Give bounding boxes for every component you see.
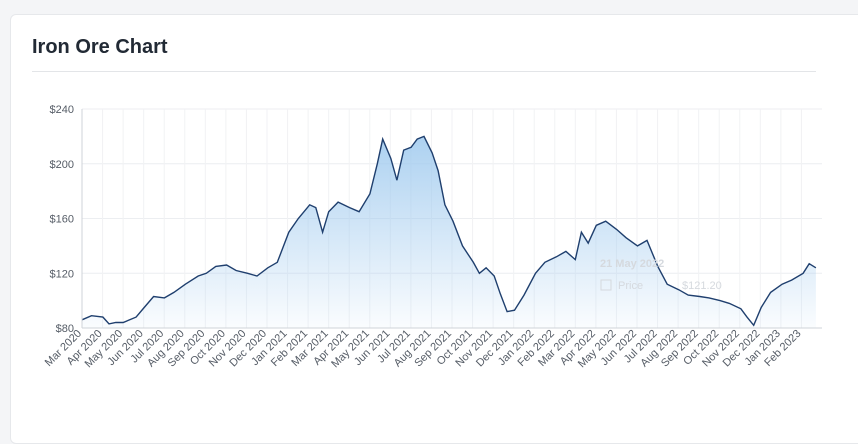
tooltip-series-name: Price — [618, 280, 643, 292]
y-tick-label: $200 — [50, 159, 74, 171]
price-tooltip: 21 May 2022 Price $121.20 — [600, 258, 722, 292]
y-tick-label: $160 — [50, 214, 74, 226]
y-axis-ticks: $80 $120 $160 $200 $240 — [50, 104, 74, 335]
title-divider — [32, 71, 816, 72]
tooltip-series-swatch — [600, 279, 612, 291]
chart-title: Iron Ore Chart — [32, 36, 168, 58]
y-tick-label: $240 — [50, 104, 74, 116]
price-area-fill — [82, 136, 816, 328]
tooltip-date: 21 May 2022 — [600, 258, 664, 270]
price-series-line[interactable] — [81, 135, 817, 327]
tooltip-value: $121.20 — [682, 280, 722, 292]
y-tick-label: $120 — [50, 268, 74, 280]
y-tick-label: $80 — [56, 323, 74, 335]
